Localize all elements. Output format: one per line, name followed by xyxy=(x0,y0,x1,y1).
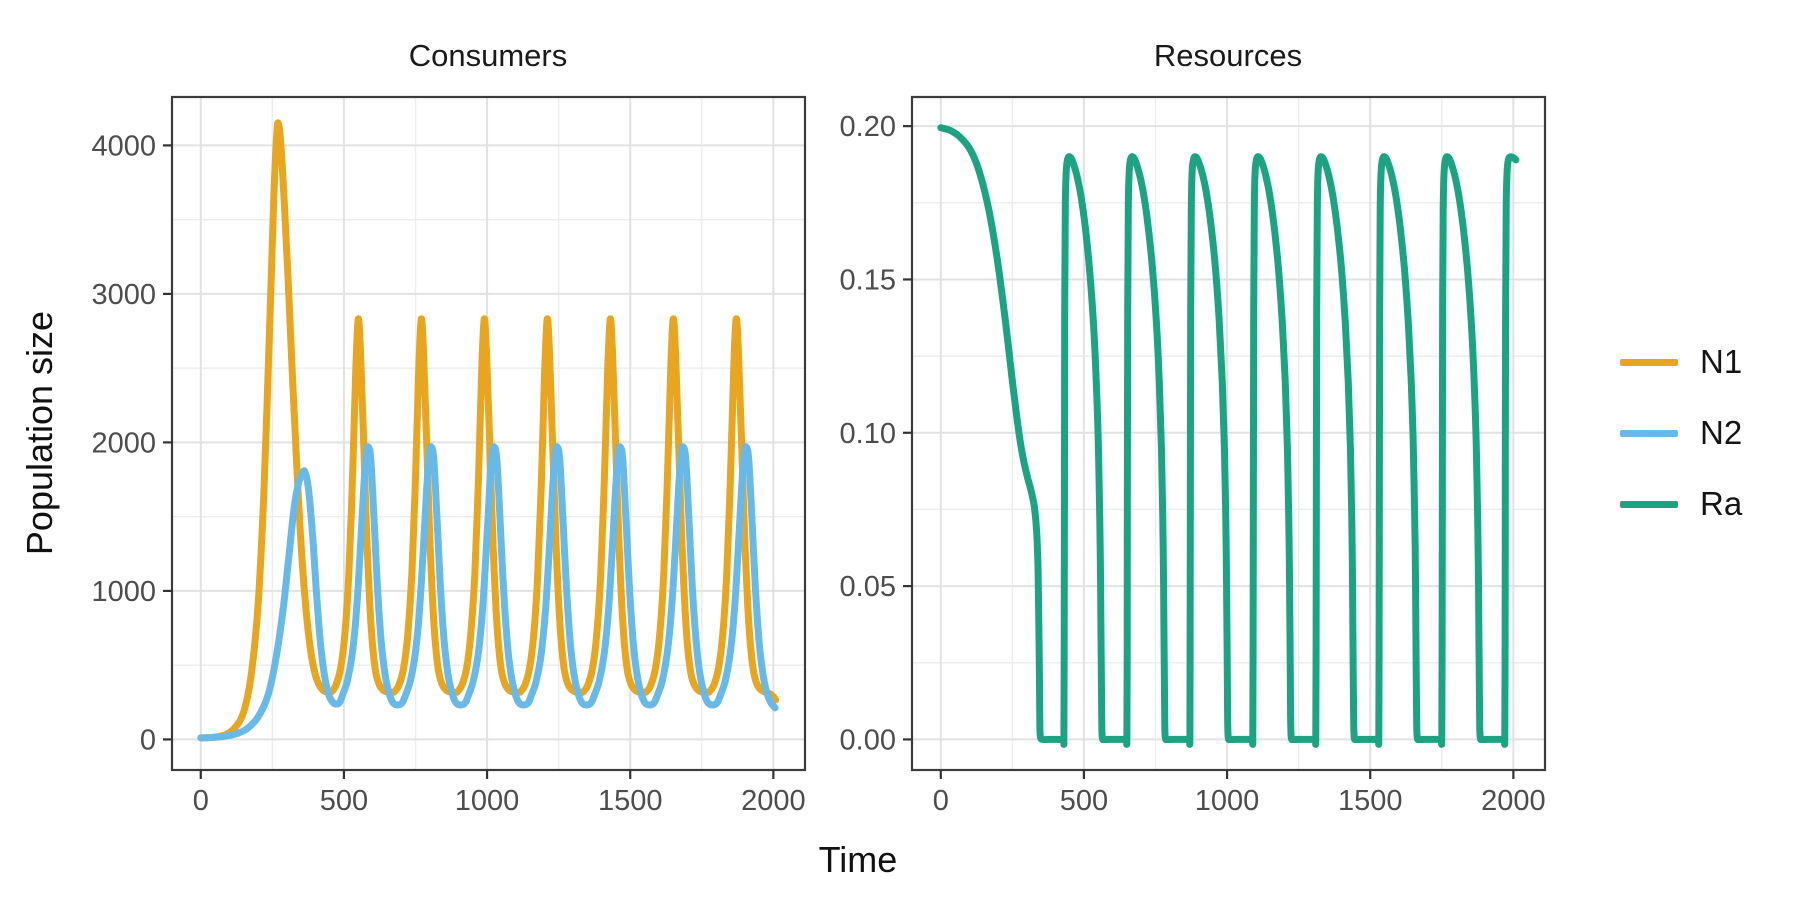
x-tick-label: 2000 xyxy=(741,785,806,817)
chart-panels: 0 500 1000 1500 2000 0 1000 2000 3000 4000 0 500 100… xyxy=(91,95,1547,817)
x-tick-label: 0 xyxy=(933,785,949,817)
legend-label-n1: N1 xyxy=(1700,343,1743,380)
legend-item-ra: Ra xyxy=(1620,485,1742,523)
legend-label-n2: N2 xyxy=(1700,414,1743,451)
legend-key-line-n1 xyxy=(1620,358,1678,366)
legend-label-ra: Ra xyxy=(1700,485,1743,522)
axis-ticks xyxy=(163,144,775,779)
x-tick-label: 1000 xyxy=(455,785,520,817)
panel-title-resources: Resources xyxy=(1154,38,1302,73)
panel-consumers: 0 500 1000 1500 2000 0 1000 2000 3000 4000 xyxy=(91,95,807,817)
y-tick-label: 0 xyxy=(140,724,156,756)
series-line-ra xyxy=(937,124,1520,748)
series-line-n2 xyxy=(197,443,779,742)
y-tick-label: 0.05 xyxy=(840,571,896,603)
axis-tick-labels: 0 500 1000 1500 2000 0 1000 2000 3000 4000 xyxy=(91,130,805,817)
panel-resources: 0 500 1000 1500 2000 0.00 0.05 0.10 0.15 0.20 xyxy=(840,95,1547,817)
panel-border xyxy=(170,95,807,772)
y-axis-title: Population size xyxy=(19,311,60,555)
legend-key-line-ra xyxy=(1620,500,1678,508)
y-tick-label: 0.20 xyxy=(840,111,896,143)
y-tick-label: 1000 xyxy=(91,576,156,608)
x-tick-label: 500 xyxy=(1060,785,1108,817)
x-tick-label: 2000 xyxy=(1481,785,1546,817)
y-tick-label: 0.15 xyxy=(840,264,896,296)
x-tick-label: 1500 xyxy=(598,785,663,817)
y-tick-label: 0.10 xyxy=(840,418,896,450)
x-tick-label: 1500 xyxy=(1338,785,1403,817)
legend-item-n1: N1 xyxy=(1620,343,1742,381)
axis-ticks xyxy=(903,125,1515,779)
x-tick-label: 500 xyxy=(320,785,368,817)
legend-item-n2: N2 xyxy=(1620,414,1742,452)
y-tick-label: 0.00 xyxy=(840,724,896,756)
axis-tick-labels: 0 500 1000 1500 2000 0.00 0.05 0.10 0.15 0.20 xyxy=(840,111,1546,817)
x-axis-title: Time xyxy=(819,839,898,880)
y-tick-label: 2000 xyxy=(91,427,156,459)
y-tick-label: 3000 xyxy=(91,279,156,311)
x-tick-label: 0 xyxy=(193,785,209,817)
legend-key-line-n2 xyxy=(1620,429,1678,437)
y-tick-label: 4000 xyxy=(91,130,156,162)
legend: N1 N2 Ra xyxy=(1620,343,1742,523)
x-tick-label: 1000 xyxy=(1195,785,1260,817)
panel-title-consumers: Consumers xyxy=(409,38,568,73)
